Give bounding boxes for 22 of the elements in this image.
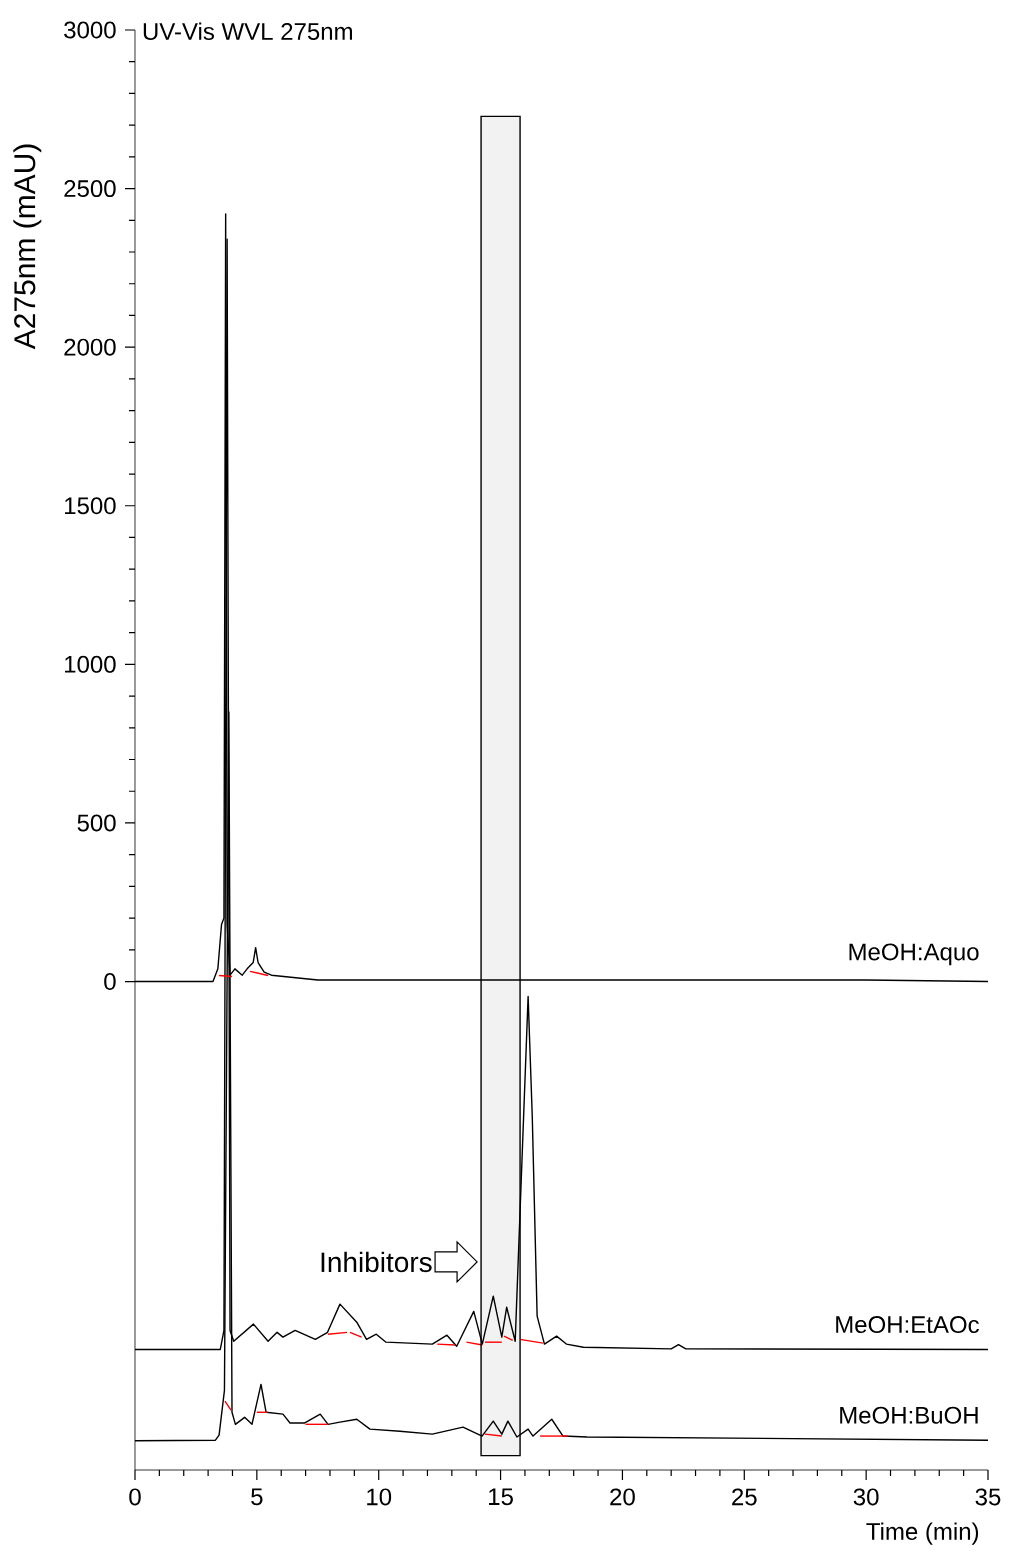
series-label: MeOH:EtAOc	[836, 1316, 979, 1334]
x-tick-label: 25	[732, 1488, 757, 1506]
annotation: Inhibitors	[321, 1251, 432, 1273]
x-tick-label: 0	[129, 1488, 141, 1506]
x-tick-label: 30	[853, 1488, 879, 1506]
x-tick-label: 15	[489, 1488, 513, 1506]
y-tick-label: 500	[77, 814, 116, 832]
y-tick-label: 2000	[64, 338, 116, 356]
y-tick-label: 1000	[65, 655, 116, 673]
x-tick-label: 20	[610, 1488, 635, 1506]
y-tick-label: 2500	[64, 180, 116, 198]
x-tick-label: 5	[251, 1488, 263, 1506]
chart-title: UV-Vis WVL 275nm	[143, 22, 352, 40]
y-tick-label: 1500	[65, 497, 116, 515]
x-axis-title: Time (min)	[866, 1522, 979, 1545]
series-label: MeOH:BuOH	[840, 1406, 978, 1424]
y-axis-title: A275nm (mAU)	[13, 144, 42, 350]
series-label: MeOH:Aquo	[849, 943, 979, 966]
x-tick-label: 10	[367, 1488, 392, 1506]
x-tick-label: 35	[975, 1488, 1001, 1506]
y-tick-label: 3000	[64, 21, 116, 39]
y-tick-label: 0	[104, 973, 116, 991]
